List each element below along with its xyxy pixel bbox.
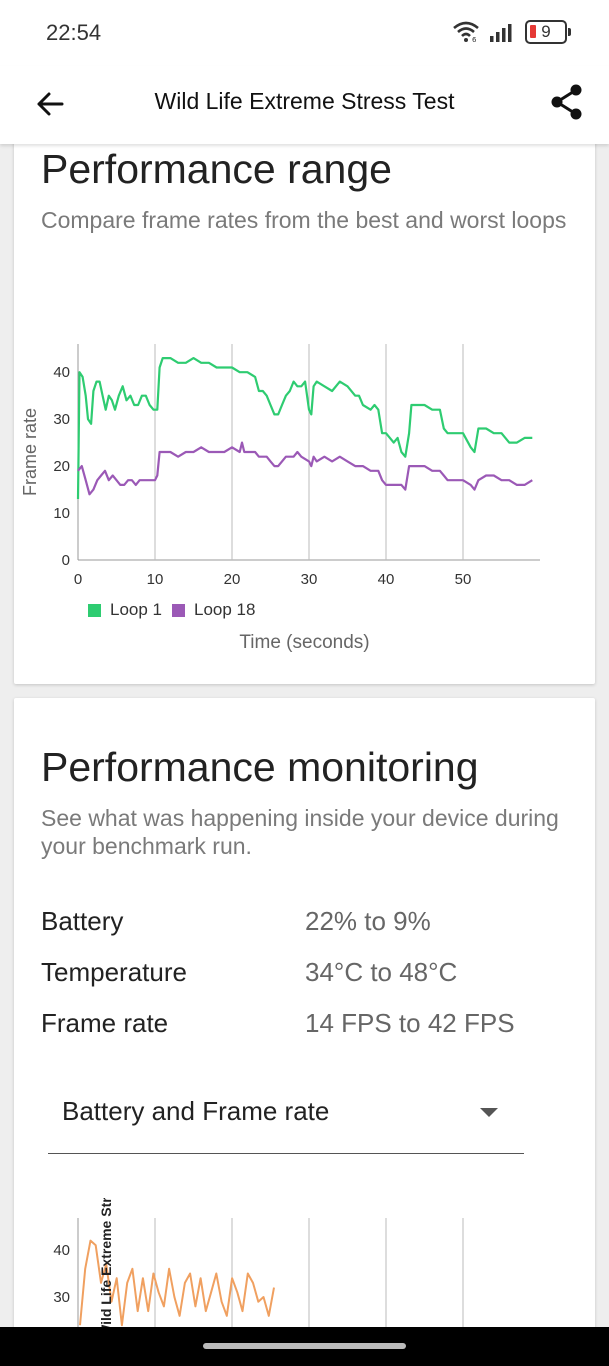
chart-type-dropdown[interactable]: Battery and Frame rate [48,1096,524,1154]
home-gesture-handle[interactable] [203,1343,406,1349]
performance-range-card: Performance range Compare frame rates fr… [14,130,595,684]
performance-monitoring-title: Performance monitoring [41,744,479,790]
y-tick-label: 30 [53,411,70,428]
legend-swatch-loop-18 [172,603,185,617]
chevron-down-icon [480,1108,498,1117]
y-tick-label: 40 [53,364,70,381]
battery-icon: 9 [525,20,571,44]
performance-range-title: Performance range [41,146,392,192]
y-tick-label: 30 [53,1289,70,1306]
legend-label-loop-1: Loop 1 [110,600,162,619]
series-loop-1-line [76,357,533,500]
navigation-bar [0,1327,609,1366]
app-title: Wild Life Extreme Stress Test [154,88,455,114]
x-tick-label: 50 [455,571,472,588]
status-icons: 6 9 [451,20,571,44]
series-loop-18-line [77,441,533,496]
perf-label-frame-rate: Frame rate [41,1008,169,1038]
y-tick-label: 40 [53,1242,70,1259]
x-tick-label: 20 [224,571,241,588]
dropdown-selected-value: Battery and Frame rate [62,1096,330,1126]
y-tick-label: 10 [53,505,70,522]
frame-rate-series-line [79,1239,275,1327]
battery-level: 9 [541,22,551,41]
x-tick-label: 0 [74,571,82,588]
y-tick-label: 0 [62,552,70,569]
perf-label-temperature: Temperature [41,957,187,987]
chart-series-label: Wild Life Extreme Stress Test [98,1198,114,1338]
performance-monitoring-card: Performance monitoring See what was happ… [14,698,595,1358]
x-tick-label: 10 [147,571,164,588]
chart-legend: Loop 1 Loop 18 [88,600,265,620]
legend-loop-1: Loop 1 [88,600,162,620]
y-axis-title: Frame rate [20,408,40,496]
perf-value-temperature: 34°C to 48°C [305,957,458,987]
status-time: 22:54 [46,20,102,45]
arrow-back-icon[interactable] [30,84,70,124]
performance-range-chart: 0 10 20 30 40 50 0 10 20 30 40 Frame rate [20,344,540,588]
share-icon[interactable] [547,82,587,122]
perf-value-frame-rate: 14 FPS to 42 FPS [305,1008,515,1038]
performance-monitoring-chart: 40 30 Wild Life Extreme Stress Test [53,1198,464,1358]
app-bar: Wild Life Extreme Stress Test [0,66,609,144]
wifi-icon: 6 [453,21,479,43]
x-axis-title: Time (seconds) [239,632,370,653]
performance-monitoring-subtitle: See what was happening inside your devic… [41,805,559,859]
svg-text:6: 6 [472,36,477,43]
perf-value-battery: 22% to 9% [305,906,431,936]
legend-loop-18: Loop 18 [172,600,255,620]
x-tick-label: 40 [378,571,395,588]
perf-label-battery: Battery [41,906,124,936]
signal-icon [490,24,512,42]
status-bar: 22:54 6 9 [0,0,609,66]
legend-swatch-loop-1 [88,603,101,617]
y-tick-label: 20 [53,458,70,475]
performance-range-subtitle: Compare frame rates from the best and wo… [41,207,567,233]
legend-label-loop-18: Loop 18 [194,600,256,619]
x-tick-label: 30 [301,571,318,588]
